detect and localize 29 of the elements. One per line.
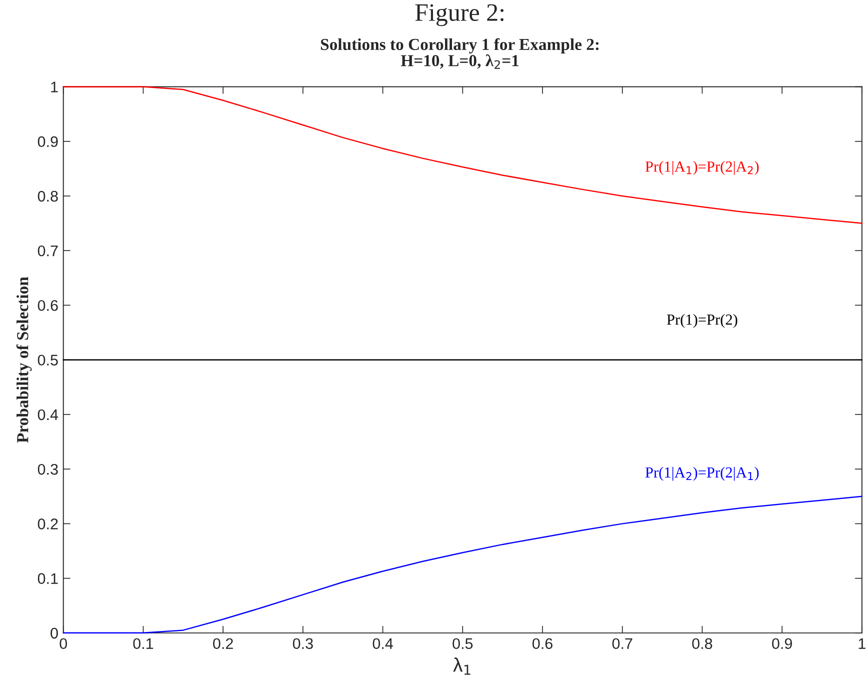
y-tick-label: 0.9: [38, 136, 58, 148]
series-label: Pr(1|A$_{2}$)=Pr(2|A$_{1}$): [645, 466, 759, 481]
y-tick-label: 0.6: [38, 300, 58, 311]
x-tick-label: 1: [858, 638, 866, 649]
y-tick-label: 0.4: [38, 409, 58, 420]
y-tick-label: 0.5: [38, 354, 58, 366]
chart-title: Figure 2:: [415, 4, 504, 26]
x-tick-label: 0.9: [772, 638, 792, 650]
x-tick-label: 0.8: [692, 638, 712, 650]
x-axis-title: λ$_{1}$: [453, 657, 470, 675]
series-label: Pr(1|A$_{1}$)=Pr(2|A$_{2}$): [645, 160, 759, 175]
y-axis-title: Probability of Selection: [16, 276, 32, 443]
y-tick-label: 0.2: [38, 518, 58, 530]
y-tick-label: 0.8: [38, 190, 58, 202]
chart-subtitle: Solutions to Corollary 1 for Example 2: H=10, L=0, λ$_{2}$=1: [320, 38, 599, 69]
y-tick-label: 0.7: [38, 245, 58, 256]
y-tick-label: 1: [51, 82, 58, 92]
y-tick-label: 0: [50, 628, 58, 639]
x-tick-label: 0: [60, 638, 68, 650]
y-tick-label: 0.3: [38, 464, 58, 475]
x-tick-label: 0.2: [213, 638, 233, 650]
x-tick-label: 0.6: [532, 638, 552, 650]
x-tick-label: 0.4: [372, 638, 393, 650]
y-tick-label: 0.1: [38, 573, 58, 584]
x-tick-label: 0.7: [612, 638, 632, 650]
x-tick-label: 0.5: [452, 638, 473, 650]
x-tick-label: 0.1: [133, 638, 154, 650]
x-tick-label: 0.3: [292, 638, 313, 650]
text: Pr(1)=Pr(2): [666, 314, 738, 328]
